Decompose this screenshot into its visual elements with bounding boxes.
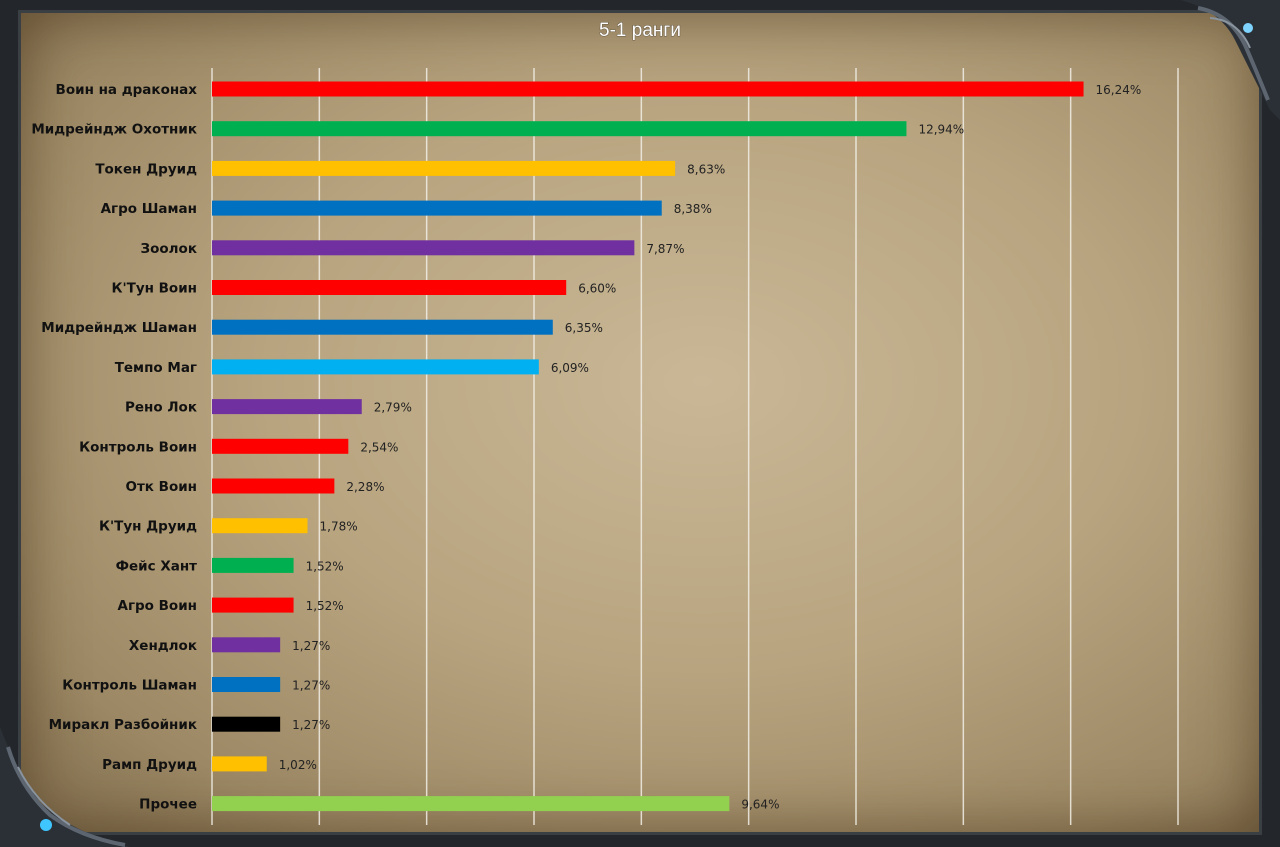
value-label: 2,28% <box>346 480 384 494</box>
value-label: 6,09% <box>551 361 589 375</box>
corner-ornament-top-right-icon <box>1180 0 1280 120</box>
value-label: 1,27% <box>292 718 330 732</box>
category-label: Контроль Воин <box>79 439 197 455</box>
value-label: 1,02% <box>279 758 317 772</box>
bar <box>212 796 730 812</box>
value-label: 6,35% <box>565 321 603 335</box>
category-label: Воин на драконах <box>56 82 198 98</box>
value-label: 9,64% <box>741 798 779 812</box>
bar <box>212 716 281 732</box>
category-label: Фейс Хант <box>116 558 198 574</box>
bar <box>212 518 308 534</box>
category-label: Токен Друид <box>95 161 197 177</box>
bar <box>212 637 281 653</box>
corner-ornament-bottom-left-icon <box>0 727 130 847</box>
value-labels: 16,24% 12,94% 8,63% 8,38% 7,87% 6,60% 6,35% 6,0… <box>279 83 1142 812</box>
category-label: Агро Шаман <box>101 201 197 217</box>
bar <box>212 81 1084 97</box>
category-labels: Воин на драконах Мидрейндж Охотник Токен Д… <box>31 82 197 813</box>
grid-lines <box>211 68 1179 825</box>
category-label: Темпо Маг <box>115 360 197 376</box>
value-label: 12,94% <box>918 123 964 137</box>
bars <box>212 81 1084 812</box>
category-label: Прочее <box>139 797 197 813</box>
bar <box>212 280 567 295</box>
bar <box>212 677 281 692</box>
value-label: 1,27% <box>292 679 330 693</box>
value-label: 1,52% <box>306 599 344 613</box>
category-label: Мидрейндж Охотник <box>31 122 197 138</box>
chart-title: 5-1 ранги <box>599 20 681 41</box>
category-label: Отк Воин <box>125 479 197 495</box>
bar <box>212 478 335 494</box>
category-label: Хендлок <box>129 638 197 654</box>
value-label: 16,24% <box>1096 83 1142 97</box>
category-label: Агро Воин <box>118 598 198 614</box>
category-label: Зоолок <box>141 241 197 257</box>
value-label: 1,27% <box>292 639 330 653</box>
category-label: К'Тун Друид <box>99 519 197 535</box>
category-label: Рамп Друид <box>102 757 197 773</box>
value-label: 8,38% <box>674 202 712 216</box>
category-label: К'Тун Воин <box>111 281 197 297</box>
bar <box>212 597 294 613</box>
value-label: 1,78% <box>320 520 358 534</box>
bar <box>212 200 662 216</box>
bar <box>212 557 294 573</box>
bar <box>212 121 907 137</box>
parchment-panel <box>18 10 1262 835</box>
value-label: 8,63% <box>687 162 725 176</box>
bar <box>212 160 676 176</box>
category-label: Мидрейндж Шаман <box>41 320 197 336</box>
value-label: 6,60% <box>578 282 616 296</box>
bar <box>212 756 267 772</box>
bar <box>212 359 539 375</box>
category-label: Рено Лок <box>125 400 197 416</box>
bar <box>212 319 553 335</box>
bar <box>212 399 362 415</box>
value-label: 1,52% <box>306 559 344 573</box>
category-label: Миракл Разбойник <box>49 717 197 733</box>
category-label: Контроль Шаман <box>62 678 197 694</box>
value-label: 2,54% <box>360 440 398 454</box>
bar <box>212 240 635 256</box>
value-label: 2,79% <box>374 401 412 415</box>
bar <box>212 438 349 454</box>
value-label: 7,87% <box>646 242 684 256</box>
